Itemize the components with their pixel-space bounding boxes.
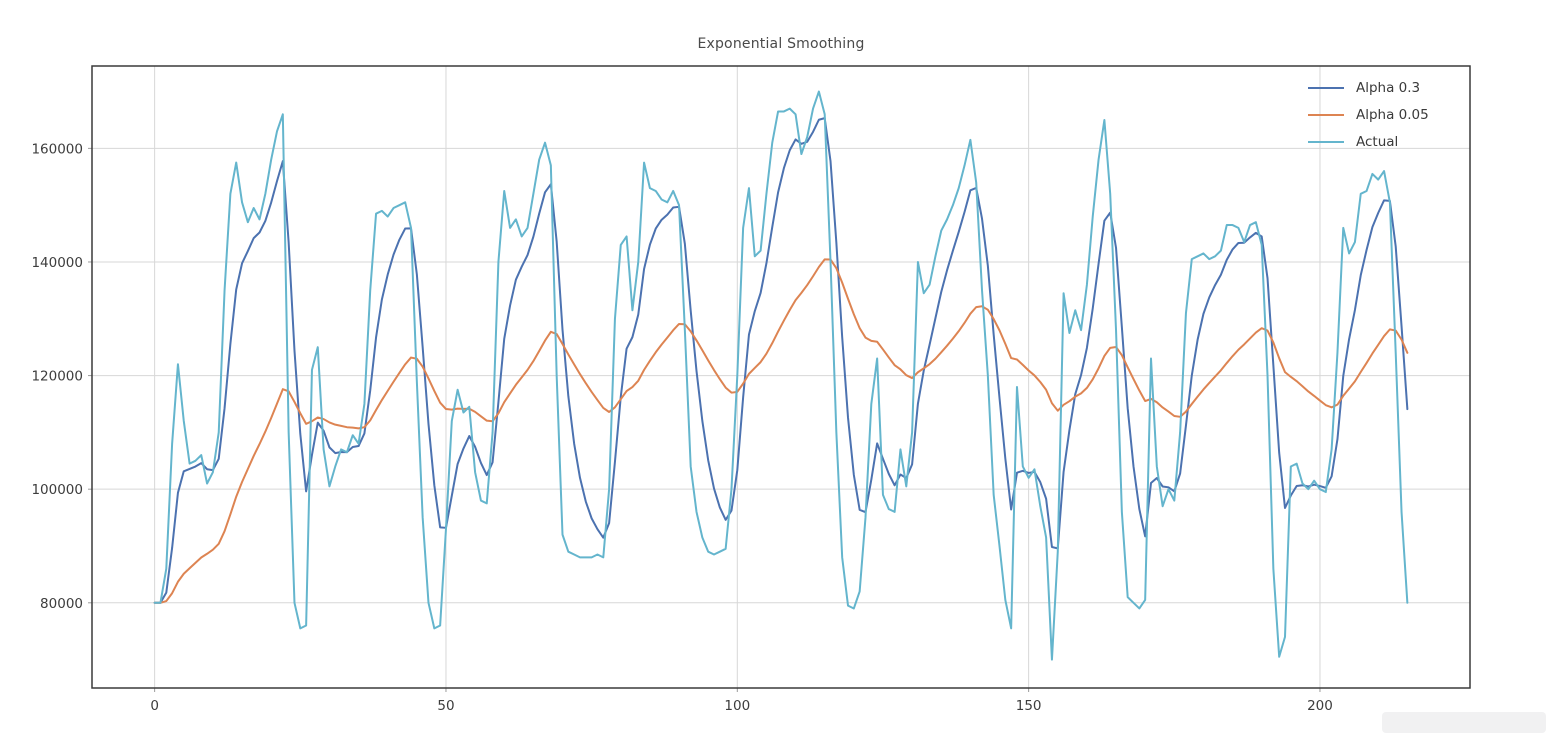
legend-line-swatch bbox=[1308, 86, 1344, 89]
y-tick-label: 120000 bbox=[31, 369, 83, 385]
legend-item-alpha-03: Alpha 0.3 bbox=[1308, 74, 1429, 101]
y-tick-label: 100000 bbox=[31, 482, 83, 498]
line-actual bbox=[153, 90, 1409, 661]
legend-label: Alpha 0.3 bbox=[1356, 79, 1421, 96]
y-tick-label: 160000 bbox=[31, 141, 83, 157]
legend-label: Actual bbox=[1356, 133, 1399, 150]
x-tick-label: 100 bbox=[724, 698, 750, 714]
line-alpha-0-05 bbox=[153, 258, 1409, 604]
legend-item-alpha-005: Alpha 0.05 bbox=[1308, 101, 1429, 128]
scrollbar-artifact bbox=[1382, 712, 1546, 733]
x-tick-label: 50 bbox=[437, 698, 454, 714]
legend-line-swatch bbox=[1308, 140, 1344, 143]
x-tick-label: 150 bbox=[1016, 698, 1042, 714]
y-tick-label: 80000 bbox=[40, 596, 83, 612]
legend-line-swatch bbox=[1308, 113, 1344, 116]
plot-border bbox=[91, 65, 1471, 689]
legend-label: Alpha 0.05 bbox=[1356, 106, 1429, 123]
y-tick-label: 140000 bbox=[31, 255, 83, 271]
x-tick-label: 0 bbox=[150, 698, 159, 714]
line-alpha-0-3 bbox=[153, 117, 1409, 604]
x-tick-label: 200 bbox=[1307, 698, 1333, 714]
legend: Alpha 0.3 Alpha 0.05 Actual bbox=[1308, 74, 1429, 155]
chart-title: Exponential Smoothing bbox=[697, 36, 865, 52]
legend-item-actual: Actual bbox=[1308, 128, 1429, 155]
